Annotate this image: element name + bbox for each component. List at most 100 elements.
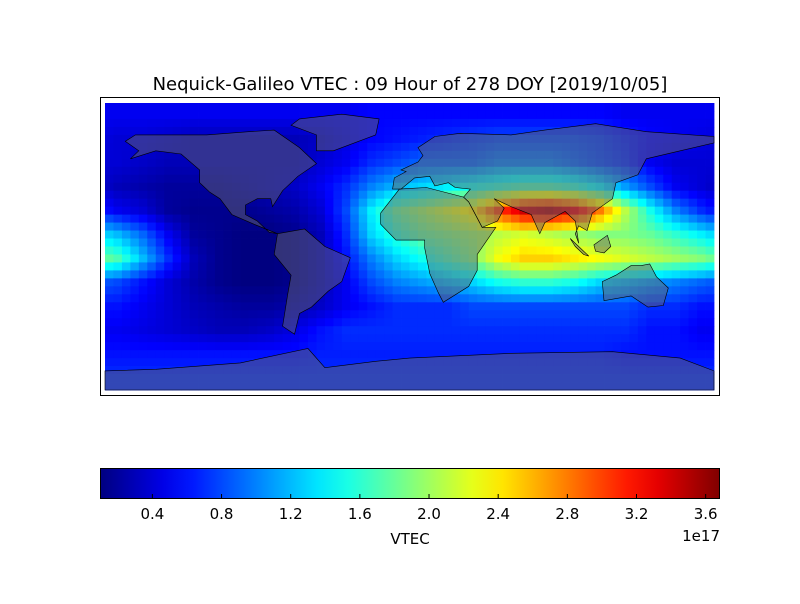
heatmap-cell — [578, 334, 588, 343]
heatmap-cell — [646, 246, 656, 255]
heatmap-cell — [697, 246, 706, 255]
heatmap-cell — [663, 222, 673, 231]
heatmap-cell — [519, 110, 529, 120]
heatmap-cell — [604, 246, 613, 255]
heatmap-cell — [367, 238, 377, 247]
heatmap-cell — [350, 334, 360, 343]
heatmap-cell — [519, 342, 529, 351]
heatmap-cell — [105, 174, 114, 184]
heatmap-cell — [341, 294, 351, 303]
heatmap-cell — [181, 214, 190, 223]
heatmap-cell — [138, 214, 148, 223]
heatmap-cell — [333, 190, 343, 200]
heatmap-cell — [130, 230, 140, 239]
heatmap-cell — [113, 142, 123, 152]
heatmap-cell — [113, 302, 123, 311]
heatmap-cell — [570, 103, 580, 112]
heatmap-cell — [646, 103, 656, 112]
heatmap-cell — [367, 270, 377, 279]
heatmap-cell — [401, 238, 410, 247]
heatmap-cell — [138, 118, 148, 128]
heatmap-cell — [358, 318, 368, 327]
heatmap-cell — [663, 238, 673, 247]
heatmap-cell — [544, 222, 554, 231]
heatmap-cell — [147, 150, 157, 160]
heatmap-cell — [189, 182, 199, 192]
heatmap-cell — [477, 110, 487, 120]
continents — [104, 113, 715, 391]
heatmap-cell — [654, 318, 664, 327]
heatmap-cell — [341, 246, 351, 255]
heatmap-cell — [654, 182, 664, 192]
heatmap-cell — [705, 270, 715, 279]
heatmap-cell — [519, 294, 529, 303]
heatmap-cell — [308, 206, 317, 216]
heatmap-cell — [688, 158, 698, 168]
heatmap-cell — [316, 358, 326, 367]
heatmap-cell — [147, 118, 157, 128]
heatmap-cell — [629, 174, 639, 184]
heatmap-cell — [629, 302, 639, 311]
heatmap-cell — [417, 246, 427, 255]
heatmap-cell — [189, 254, 199, 263]
heatmap-cell — [155, 182, 165, 192]
heatmap-cell — [105, 294, 114, 303]
heatmap-cell — [316, 342, 326, 351]
heatmap-cell — [198, 278, 207, 287]
heatmap-cell — [697, 350, 706, 359]
heatmap-cell — [121, 110, 131, 120]
heatmap-cell — [494, 262, 503, 271]
heatmap-cell — [612, 334, 622, 343]
heatmap-cell — [671, 198, 681, 208]
heatmap-cell — [291, 206, 300, 216]
heatmap-cell — [299, 310, 309, 319]
heatmap-cell — [392, 334, 402, 343]
heatmap-cell — [502, 230, 512, 239]
heatmap-cell — [198, 262, 207, 271]
heatmap-cell — [147, 182, 157, 192]
heatmap-cell — [612, 206, 622, 216]
heatmap-cell — [654, 126, 664, 136]
heatmap-cell — [341, 350, 351, 359]
heatmap-cell — [164, 103, 174, 112]
heatmap-cell — [105, 158, 114, 168]
heatmap-cell — [392, 270, 402, 279]
heatmap-cell — [671, 110, 681, 120]
heatmap-cell — [155, 262, 165, 271]
heatmap-cell — [274, 214, 284, 223]
heatmap-cell — [637, 334, 647, 343]
heatmap-cell — [172, 150, 182, 160]
heatmap-cell — [358, 166, 368, 176]
heatmap-cell — [308, 166, 317, 176]
heatmap-cell — [646, 334, 656, 343]
heatmap-cell — [189, 238, 199, 247]
heatmap-cell — [426, 110, 436, 120]
heatmap-cell — [240, 318, 250, 327]
heatmap-cell — [409, 310, 419, 319]
heatmap-cell — [637, 166, 647, 176]
heatmap-cell — [578, 238, 588, 247]
heatmap-cell — [316, 182, 326, 192]
heatmap-cell — [341, 358, 351, 367]
heatmap-cell — [341, 142, 351, 152]
heatmap-cell — [282, 342, 292, 351]
heatmap-cell — [646, 198, 656, 208]
heatmap-cell — [181, 302, 190, 311]
heatmap-cell — [198, 103, 207, 112]
heatmap-cell — [671, 246, 681, 255]
heatmap-cell — [138, 110, 148, 120]
heatmap-cell — [604, 302, 613, 311]
heatmap-cell — [147, 326, 157, 335]
heatmap-cell — [121, 198, 131, 208]
heatmap-cell — [401, 150, 410, 160]
heatmap-cell — [527, 238, 537, 247]
heatmap-cell — [358, 302, 368, 311]
heatmap-cell — [308, 342, 317, 351]
heatmap-cell — [401, 350, 410, 359]
heatmap-cell — [544, 270, 554, 279]
heatmap-cell — [240, 246, 250, 255]
heatmap-cell — [392, 342, 402, 351]
heatmap-cell — [316, 198, 326, 208]
heatmap-cell — [401, 318, 410, 327]
heatmap-cell — [367, 214, 377, 223]
